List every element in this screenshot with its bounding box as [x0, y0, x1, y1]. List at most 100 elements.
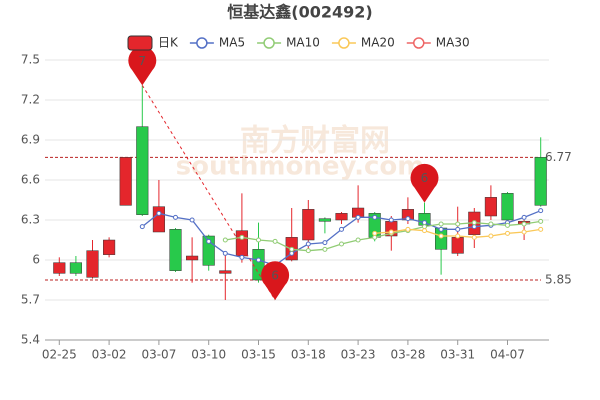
ma-point: [538, 218, 544, 224]
ma-point: [372, 234, 378, 240]
ma-point: [206, 238, 212, 244]
ma-point: [471, 234, 477, 240]
ma-point: [505, 222, 510, 228]
ma-point: [173, 214, 178, 220]
ma-point: [256, 257, 261, 263]
legend-label: MA5: [219, 36, 245, 50]
ma-point: [471, 220, 477, 226]
ma-point: [388, 217, 394, 223]
ma-point: [488, 221, 494, 227]
ma-point: [272, 238, 278, 244]
candle-body: [302, 209, 315, 241]
candle-body: [53, 262, 66, 274]
ma-point: [405, 216, 411, 222]
watermark: southmoney.com: [176, 152, 425, 182]
ma-point: [222, 250, 228, 256]
candle-body: [235, 230, 248, 257]
ma-point: [422, 220, 427, 226]
y-tick-label: 6.6: [21, 173, 40, 187]
ma-point: [239, 234, 245, 240]
ma-point: [289, 250, 295, 256]
candle-body: [451, 237, 464, 254]
reference-label: 6.77: [545, 150, 572, 164]
legend-swatch: [127, 35, 153, 51]
candle-body: [103, 239, 116, 255]
y-tick-label: 6.3: [21, 213, 40, 227]
candle-body: [335, 213, 348, 221]
ma-point: [405, 226, 411, 232]
marker-label: 6: [421, 171, 429, 185]
candle-body: [202, 235, 215, 266]
candle-body: [484, 197, 497, 217]
ma-point: [455, 233, 461, 239]
candle-body: [534, 157, 547, 206]
y-tick-label: 7.2: [21, 93, 40, 107]
ma-point: [339, 226, 344, 232]
ma-point: [521, 214, 527, 220]
x-tick-label: 03-28: [390, 348, 425, 362]
legend-swatch: [413, 37, 425, 49]
candle-body: [501, 193, 514, 221]
ma-point: [289, 246, 295, 252]
ma-point: [305, 241, 311, 247]
candle-body: [119, 157, 132, 206]
x-tick-label: 03-15: [241, 348, 276, 362]
candle-body: [219, 270, 232, 274]
candle-body: [169, 229, 182, 271]
ma-point: [422, 224, 427, 230]
ma-point: [538, 208, 544, 214]
ma-point: [355, 237, 361, 243]
ma-point: [505, 230, 510, 236]
x-tick-label: 03-18: [291, 348, 326, 362]
candle-body: [186, 255, 199, 261]
y-tick-label: 6.9: [21, 133, 40, 147]
legend-label: MA10: [286, 36, 320, 50]
y-tick-label: 5.4: [21, 333, 40, 347]
ma-point: [538, 226, 544, 232]
connector: [141, 85, 276, 301]
ma-point: [438, 226, 444, 232]
marker-pin: [128, 46, 157, 86]
ma-point: [256, 237, 261, 243]
ma-point: [372, 214, 378, 220]
y-tick-label: 7.5: [21, 53, 40, 67]
legend-swatch: [338, 37, 350, 49]
ma-point: [438, 233, 444, 239]
marker-pin: [261, 261, 290, 300]
ma-point: [521, 229, 527, 235]
ma-point: [239, 254, 245, 260]
ma-point: [189, 217, 195, 223]
legend-label: MA30: [436, 36, 470, 50]
legend-swatch: [196, 37, 208, 49]
ma-point: [222, 237, 228, 243]
candle-body: [136, 126, 149, 215]
ma-point: [156, 210, 162, 216]
reference-label: 5.85: [545, 273, 572, 287]
x-tick-label: 03-02: [92, 348, 127, 362]
candle-body: [86, 250, 99, 278]
chart-title: 恒基达鑫(002492): [227, 3, 372, 22]
ma-point: [305, 248, 311, 254]
ma-point: [488, 233, 494, 239]
legend-swatch: [263, 37, 275, 49]
ma-point: [455, 221, 461, 227]
y-tick-label: 5.7: [21, 293, 40, 307]
ma-point: [455, 226, 461, 232]
x-tick-label: 03-23: [341, 348, 376, 362]
ma-point: [422, 228, 427, 234]
ma-point: [139, 224, 145, 230]
ma-point: [388, 229, 394, 235]
candle-body: [152, 206, 165, 233]
legend-label: 日K: [158, 36, 179, 50]
ma-point: [355, 214, 361, 220]
ma-point: [521, 221, 527, 227]
marker-label: 7: [138, 54, 146, 68]
ma-point: [322, 246, 328, 252]
x-tick-label: 04-07: [490, 348, 525, 362]
marker-pin: [410, 163, 439, 203]
ma-point: [471, 224, 477, 230]
marker-label: 6: [271, 269, 279, 283]
ma-point: [438, 221, 444, 227]
x-tick-label: 03-10: [191, 348, 226, 362]
